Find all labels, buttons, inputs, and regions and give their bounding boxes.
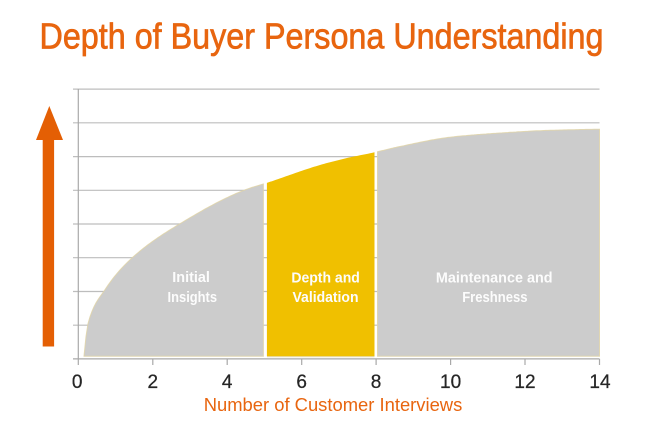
svg-text:Depth of Buyer Persona Underst: Depth of Buyer Persona Understanding (40, 16, 604, 57)
svg-text:Initial: Initial (172, 270, 210, 286)
svg-text:Number of Customer Interviews: Number of Customer Interviews (204, 394, 463, 415)
svg-text:4: 4 (222, 372, 233, 393)
svg-text:Depth and: Depth and (291, 270, 360, 286)
svg-text:Freshness: Freshness (462, 290, 527, 306)
svg-text:14: 14 (589, 372, 611, 393)
svg-text:0: 0 (72, 372, 83, 393)
svg-text:Maintenance and: Maintenance and (436, 270, 553, 286)
svg-text:6: 6 (296, 372, 307, 393)
svg-text:Insights: Insights (168, 290, 218, 306)
svg-text:8: 8 (371, 372, 382, 393)
svg-text:2: 2 (148, 372, 159, 393)
svg-text:12: 12 (514, 372, 535, 393)
svg-text:10: 10 (440, 372, 461, 393)
svg-text:Validation: Validation (293, 290, 359, 306)
